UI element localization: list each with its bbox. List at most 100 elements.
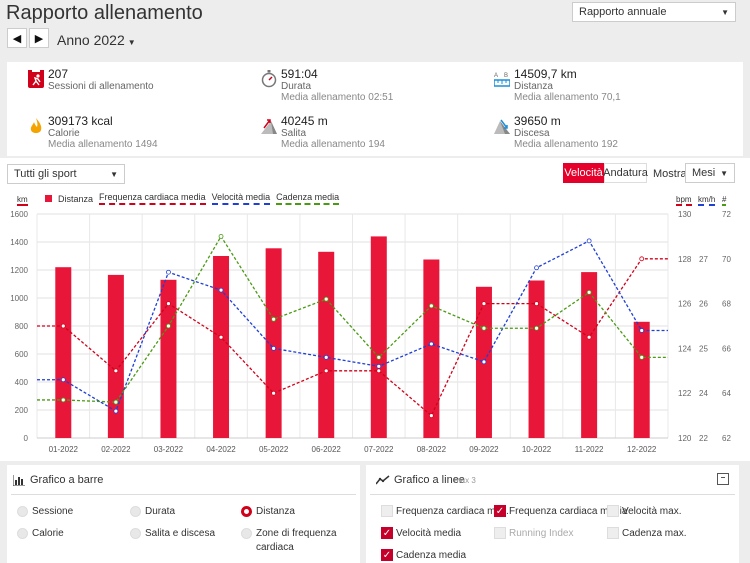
hr-point [639,256,645,262]
hr-point [481,301,487,306]
bar-option-label: Sessione [32,506,74,517]
radio-icon[interactable] [17,506,28,517]
bar-option-label: Salita e discesa [145,528,216,539]
pace-button[interactable]: Andatura [603,163,648,183]
chevron-down-icon: ▼ [110,169,118,179]
checkbox-checked-icon[interactable]: ✓ [381,549,393,561]
y-tick-kmh: 26 [699,300,708,309]
export-icon[interactable] [717,473,729,485]
speed-point [481,359,487,365]
x-tick-label: 05-2022 [259,445,289,454]
bar-option-label: Distanza [256,506,295,517]
stat-calories: 309173 kcal Calorie Media allenamento 14… [30,115,158,150]
bar-option[interactable]: Distanza [241,505,295,519]
line-option[interactable]: ✓ Velocità media [381,527,462,541]
bar-option[interactable]: Zone di frequenza cardiaca [241,527,346,555]
bar-distance [160,279,177,438]
stat-value: 14509,7 km [514,67,577,81]
report-type-value: Rapporto annuale [579,6,667,18]
y-tick-bpm: 130 [678,210,692,219]
cadence-point [428,303,434,309]
bar-section-title: Grafico a barre [30,474,104,486]
y-tick-cadence: 72 [722,210,731,219]
y-tick-bpm: 126 [678,300,692,309]
speed-point [166,269,171,275]
line-option[interactable]: Running Index [494,527,574,541]
radio-icon[interactable] [17,528,28,539]
checkbox-icon[interactable] [607,505,619,517]
stat-label: Calorie [48,128,80,139]
prev-year-button[interactable]: ◀ [7,28,27,48]
y-tick-km: 0 [24,434,29,443]
bar-distance [423,259,440,438]
period-select[interactable]: Mesi ▼ [685,163,735,183]
line-option-label: Velocità media [396,528,462,539]
x-tick-label: 10-2022 [522,445,552,454]
svg-text:B: B [504,73,508,79]
next-year-button[interactable]: ▶ [29,28,49,48]
stat-value: 591:04 [281,67,318,81]
hr-point [113,368,119,374]
radio-icon[interactable] [241,528,252,539]
y-tick-cadence: 64 [722,389,731,398]
checkbox-icon[interactable] [607,527,619,539]
bar-option-label: Calorie [32,528,64,539]
year-selector[interactable]: Anno 2022 ▼ [57,32,136,48]
radio-icon[interactable] [130,528,141,539]
radio-selected-icon[interactable] [241,506,252,517]
report-type-select[interactable]: Rapporto annuale ▼ [572,2,736,22]
stat-label: Distanza [514,81,553,92]
line-option[interactable]: Frequenza cardiaca max. [381,505,509,519]
speed-point [534,265,539,271]
y-tick-km: 400 [15,378,29,387]
x-tick-label: 11-2022 [575,445,604,454]
stat-label: Salita [281,128,307,139]
speed-button[interactable]: Velocità [563,163,604,183]
speed-point [323,354,329,360]
bar-option[interactable]: Calorie [17,527,64,541]
bar-option[interactable]: Durata [130,505,175,519]
y-tick-kmh: 22 [699,434,708,443]
descent-icon [494,119,510,134]
checkbox-icon[interactable] [494,527,506,539]
stat-duration: 591:04 Durata Media allenamento 02:51 [261,67,393,103]
checkbox-checked-icon[interactable]: ✓ [494,505,506,517]
stat-label: Sessioni di allenamento [48,81,154,92]
stopwatch-icon [261,70,277,88]
y-tick-kmh: 27 [699,255,708,264]
bar-option[interactable]: Sessione [17,505,74,519]
line-option[interactable]: ✓ Frequenza cardiaca media [494,505,627,519]
cadence-point [271,316,277,322]
speed-point [639,328,645,333]
line-option[interactable]: Velocità max. [607,505,681,519]
bar-option[interactable]: Salita e discesa [130,527,216,541]
y-tick-bpm: 122 [678,389,692,398]
radio-icon[interactable] [130,506,141,517]
stat-value: 40245 m [281,114,328,128]
show-label: Mostra [653,168,687,180]
y-tick-cadence: 62 [722,434,731,443]
legend-speed: Velocità media [211,192,271,205]
svg-text:A: A [494,73,498,79]
line-option[interactable]: Cadenza max. [607,527,686,541]
chevron-down-icon: ▼ [721,7,729,17]
checkbox-checked-icon[interactable]: ✓ [381,527,393,539]
stats-panel: 207 Sessioni di allenamento 591:04 Durat… [7,62,743,156]
line-option[interactable]: ✓ Cadenza media [381,549,466,563]
sport-select[interactable]: Tutti gli sport ▼ [7,164,125,184]
chevron-down-icon: ▼ [720,168,728,178]
bar-distance [581,272,598,438]
line-section-max: max 3 [454,476,476,485]
bar-distance [318,251,335,438]
y-tick-km: 1400 [10,238,28,247]
bar-distance [107,274,124,438]
checkbox-icon[interactable] [381,505,393,517]
bar-distance [213,256,230,438]
hr-point [271,390,277,396]
hr-point [376,368,382,374]
bar-distance [633,321,650,438]
training-chart: 0 200 400 600 800 1000 1200 1400 1600 120 122 124 12… [10,210,731,454]
stat-ascent: 40245 m Salita Media allenamento 194 [261,114,385,150]
hr-line [37,258,668,417]
